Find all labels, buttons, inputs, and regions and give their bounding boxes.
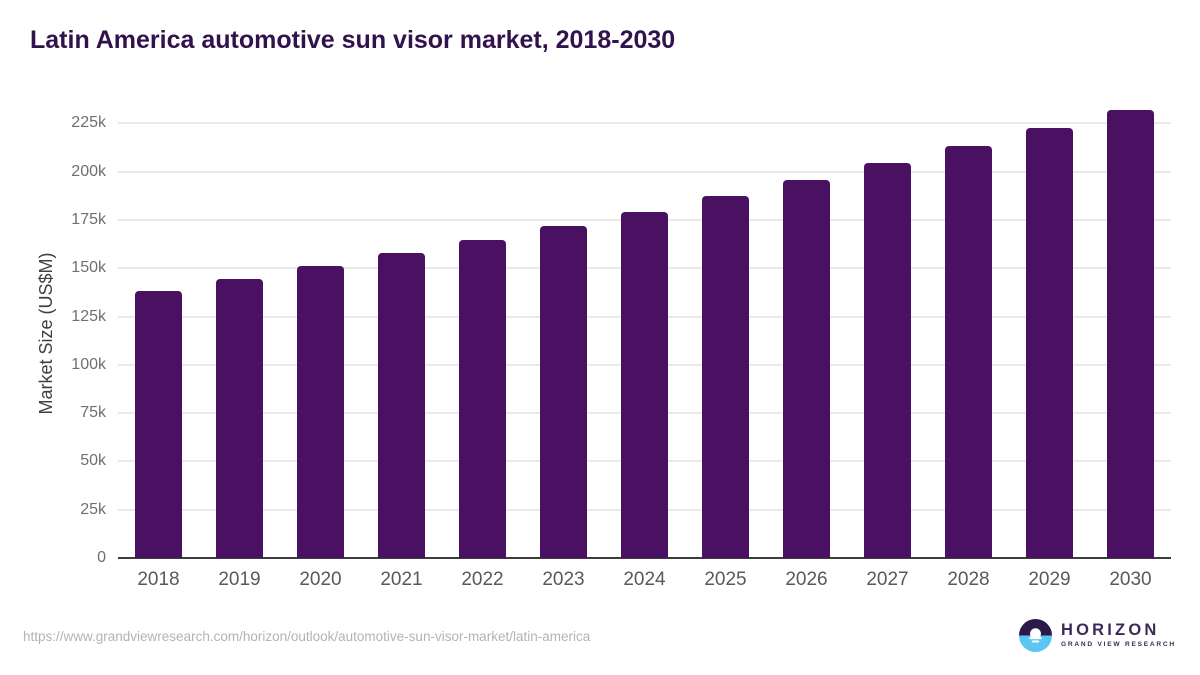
x-tick-label-2025: 2025 [704, 569, 747, 590]
bar-2019[interactable] [216, 278, 263, 558]
bar-2021[interactable] [378, 252, 425, 558]
x-tick-label-2022: 2022 [461, 569, 504, 590]
horizon-logo[interactable]: HORIZON GRAND VIEW RESEARCH [1019, 619, 1176, 652]
bar-2029[interactable] [1026, 128, 1073, 558]
bar-2020[interactable] [297, 266, 344, 558]
gridline-200k [118, 170, 1171, 173]
bar-2018[interactable] [135, 291, 182, 558]
x-tick-label-2019: 2019 [218, 569, 261, 590]
logo-name: HORIZON [1061, 621, 1160, 639]
x-axis-line [118, 557, 1171, 559]
y-tick-label-50k: 50k [80, 452, 106, 470]
bar-2024[interactable] [621, 211, 668, 558]
bar-2027[interactable] [864, 163, 911, 558]
chart-title: Latin America automotive sun visor marke… [30, 26, 676, 54]
bar-2023[interactable] [540, 226, 587, 558]
x-tick-label-2029: 2029 [1028, 569, 1071, 590]
x-tick-label-2027: 2027 [866, 569, 909, 590]
y-tick-label-75k: 75k [80, 404, 106, 422]
y-tick-label-225k: 225k [71, 114, 106, 132]
x-tick-label-2030: 2030 [1109, 569, 1152, 590]
x-tick-label-2020: 2020 [299, 569, 342, 590]
y-tick-label-150k: 150k [71, 259, 106, 277]
x-tick-label-2023: 2023 [542, 569, 585, 590]
source-url: https://www.grandviewresearch.com/horizo… [23, 629, 591, 644]
y-tick-label-0: 0 [97, 549, 106, 566]
bar-2026[interactable] [783, 180, 830, 558]
horizon-sun-icon [1019, 619, 1052, 652]
y-tick-label-100k: 100k [71, 355, 106, 373]
x-tick-label-2026: 2026 [785, 569, 828, 590]
bar-2022[interactable] [459, 240, 506, 558]
gridline-225k [118, 122, 1171, 125]
x-tick-label-2028: 2028 [947, 569, 990, 590]
bar-2030[interactable] [1107, 109, 1154, 558]
logo-tagline: GRAND VIEW RESEARCH [1061, 641, 1176, 648]
y-tick-label-175k: 175k [71, 210, 106, 228]
bar-2025[interactable] [702, 196, 749, 558]
bar-2028[interactable] [945, 146, 992, 558]
y-tick-label-200k: 200k [71, 162, 106, 180]
x-tick-label-2024: 2024 [623, 569, 666, 590]
logo-text: HORIZON GRAND VIEW RESEARCH [1061, 622, 1176, 649]
y-tick-label-125k: 125k [71, 307, 106, 325]
x-tick-label-2021: 2021 [380, 569, 423, 590]
x-tick-label-2018: 2018 [137, 569, 180, 590]
y-tick-label-25k: 25k [80, 500, 106, 518]
